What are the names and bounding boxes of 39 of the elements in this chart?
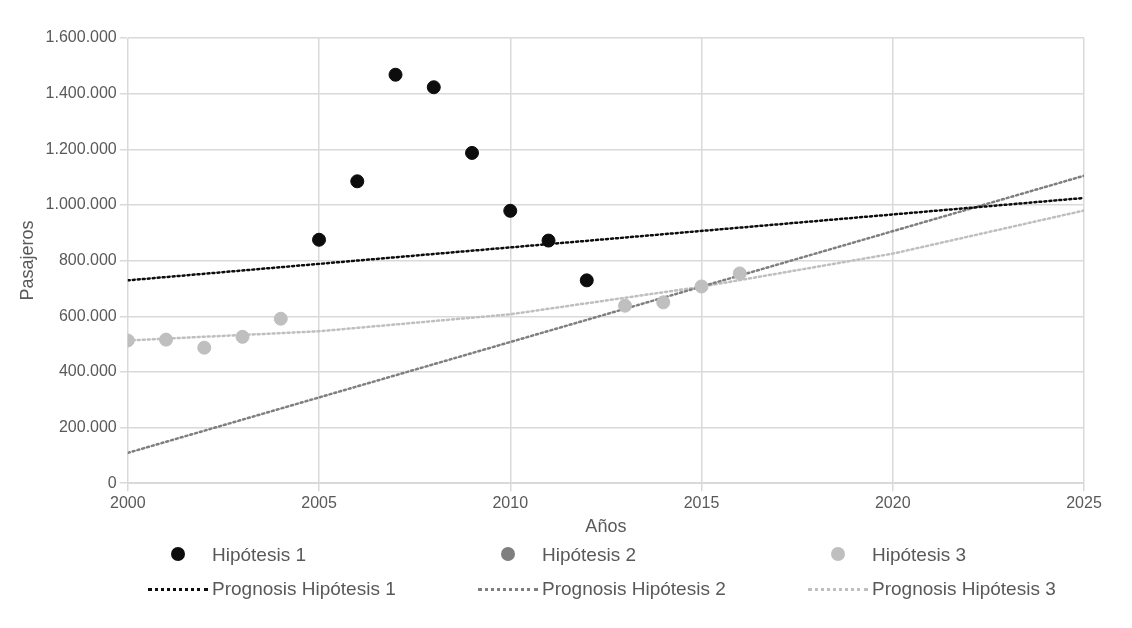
x-axis-title: Años [585,516,627,537]
y-tick-label: 1.200.000 [45,139,117,157]
legend-label: Prognosis Hipótesis 2 [542,578,726,600]
point [159,332,174,347]
point [235,329,250,344]
point [426,80,441,95]
point [465,145,480,160]
y-tick-label: 1.000.000 [45,195,117,213]
x-tick-label: 2005 [301,494,337,512]
point [618,298,633,313]
point [732,266,747,281]
point [541,233,556,248]
point [350,174,365,189]
x-tick-label: 2015 [683,494,720,512]
y-axis-title: Pasajeros [16,220,37,301]
x-tick-label: 2010 [492,494,529,512]
y-tick-label: 600.000 [58,306,117,324]
point [273,311,288,326]
legend-label: Hipótesis 3 [872,544,966,566]
x-tick-label: 2000 [109,494,146,512]
y-tick-label: 0 [107,473,117,491]
point [197,340,212,355]
legend-label: Prognosis Hipótesis 3 [872,578,1056,600]
y-tick-label: 800.000 [58,251,117,269]
point [312,232,327,247]
x-tick-label: 2020 [874,494,911,512]
point [388,67,403,82]
y-tick-label: 1.600.000 [45,28,117,46]
legend-label: Prognosis Hipótesis 1 [212,578,396,600]
y-tick-label: 400.000 [58,362,117,380]
point [503,203,518,218]
legend-label: Hipótesis 1 [212,544,306,566]
y-tick-label: 200.000 [58,417,117,435]
point [694,279,709,294]
point [656,295,671,310]
legend-label: Hipótesis 2 [542,544,636,566]
x-tick-label: 2025 [1066,494,1102,512]
point [579,273,594,288]
y-tick-label: 1.400.000 [45,84,117,102]
